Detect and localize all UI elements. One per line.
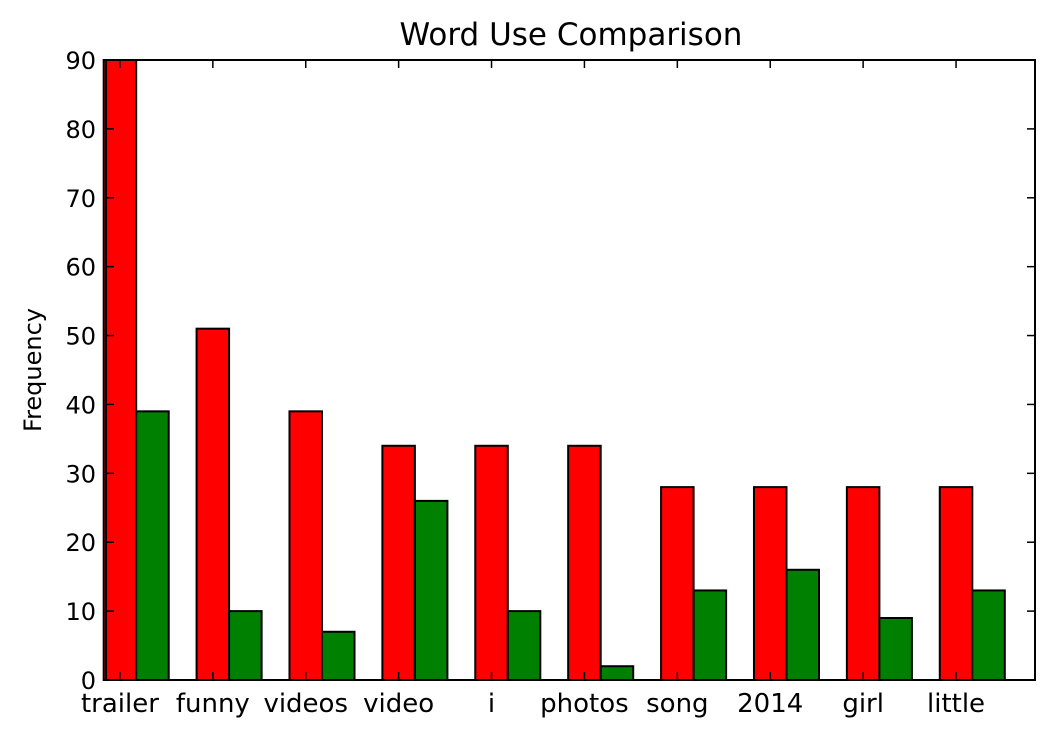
x-tick-label-i: i [488, 689, 495, 719]
x-tick-label-girl: girl [842, 689, 884, 719]
bar-2014-series-1 [752, 486, 788, 681]
bar-i-series-1 [474, 444, 509, 681]
bar-funny-series-2 [228, 610, 263, 681]
bar-trailer-series-2 [135, 410, 170, 681]
x-tick-label-photos: photos [540, 689, 629, 719]
bar-video-series-1 [381, 444, 416, 681]
bar-video-series-2 [413, 499, 449, 681]
y-tick-label: 60 [65, 254, 96, 282]
bar-videos-series-1 [288, 410, 323, 681]
x-tick-label-trailer: trailer [81, 689, 159, 719]
tick-labels-layer: 0 10 20 30 40 50 60 70 80 90 trailer funny videos vid… [65, 47, 985, 719]
y-tick-label: 10 [65, 598, 96, 626]
bar-2014-series-2 [785, 568, 821, 681]
bar-song-series-2 [692, 589, 728, 682]
x-tick-label-funny: funny [176, 689, 250, 719]
plot-frame [105, 59, 1036, 681]
bar-trailer-series-1 [102, 59, 138, 681]
bar-photos-series-2 [599, 665, 635, 682]
y-tick-label: 50 [65, 323, 96, 351]
y-tick-label: 0 [81, 667, 96, 695]
bar-song-series-1 [660, 486, 695, 681]
bar-little-series-1 [938, 486, 974, 681]
bar-girl-series-2 [878, 617, 913, 681]
bars-layer [102, 59, 1006, 682]
y-tick-label: 30 [65, 460, 96, 488]
bar-i-series-2 [506, 610, 542, 681]
y-tick-label: 20 [65, 529, 96, 557]
x-tick-label-2014: 2014 [737, 689, 803, 719]
x-tick-label-videos: videos [263, 689, 348, 719]
bar-videos-series-2 [320, 630, 356, 681]
chart-title: Word Use Comparison [400, 17, 743, 53]
x-tick-label-little: little [927, 689, 985, 719]
y-axis-label: Frequency [19, 308, 47, 432]
y-tick-label: 80 [65, 116, 96, 144]
bar-little-series-2 [971, 589, 1006, 682]
x-tick-label-song: song [646, 689, 708, 719]
bar-girl-series-1 [845, 486, 881, 681]
bar-funny-series-1 [195, 327, 231, 681]
y-tick-label: 90 [65, 47, 96, 75]
bar-photos-series-1 [567, 444, 602, 681]
x-tick-label-video: video [363, 689, 434, 719]
ticks-layer [106, 59, 1035, 681]
y-tick-label: 70 [65, 185, 96, 213]
y-tick-label: 40 [65, 391, 96, 419]
